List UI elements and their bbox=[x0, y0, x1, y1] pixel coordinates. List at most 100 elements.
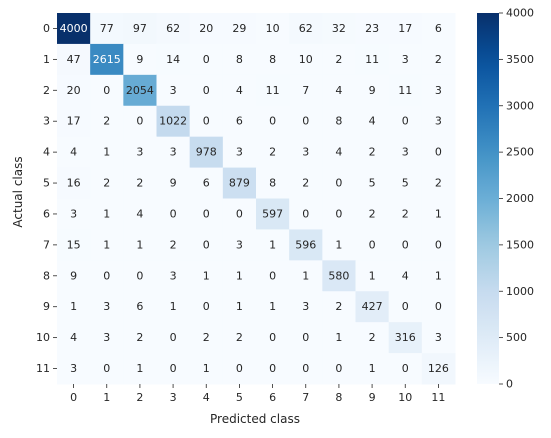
heatmap-cell bbox=[355, 353, 390, 385]
cell-value-label: 2 bbox=[236, 331, 243, 344]
cell-value-label: 4000 bbox=[60, 22, 88, 35]
heatmap-cell bbox=[388, 105, 423, 138]
cell-value-label: 8 bbox=[335, 115, 342, 128]
heatmap-cell bbox=[388, 229, 423, 261]
cell-value-label: 2615 bbox=[93, 53, 121, 66]
heatmap-cell bbox=[322, 136, 356, 169]
cell-value-label: 2 bbox=[302, 177, 309, 190]
cell-value-label: 0 bbox=[402, 300, 409, 313]
cell-value-label: 47 bbox=[67, 53, 81, 66]
heatmap-cell bbox=[421, 43, 456, 76]
cell-value-label: 0 bbox=[302, 207, 309, 220]
cell-value-label: 1 bbox=[269, 300, 276, 313]
heatmap-cell bbox=[90, 136, 124, 169]
cell-value-label: 1 bbox=[435, 207, 442, 220]
heatmap-cell bbox=[388, 198, 423, 230]
cell-value-label: 0 bbox=[269, 269, 276, 282]
cell-value-label: 2 bbox=[369, 146, 376, 159]
heatmap-cell bbox=[156, 74, 191, 107]
colorbar bbox=[477, 13, 499, 384]
y-tick-label: 1 bbox=[43, 53, 50, 66]
y-tick-label: 6 bbox=[43, 207, 50, 220]
cell-value-label: 0 bbox=[170, 207, 177, 220]
heatmap-cell bbox=[256, 167, 290, 199]
cell-value-label: 0 bbox=[203, 300, 210, 313]
cell-value-label: 1 bbox=[236, 300, 243, 313]
cell-value-label: 62 bbox=[166, 22, 180, 35]
colorbar-tick-label: 4000 bbox=[506, 7, 534, 20]
heatmap-cell bbox=[322, 260, 356, 292]
cell-value-label: 0 bbox=[203, 238, 210, 251]
heatmap-cell bbox=[388, 74, 423, 107]
heatmap-cell bbox=[90, 198, 124, 230]
heatmap-cell bbox=[222, 322, 257, 354]
heatmap-cell bbox=[222, 105, 257, 138]
heatmap-cell bbox=[57, 260, 91, 292]
heatmap-cell bbox=[189, 167, 224, 199]
x-tick-label: 2 bbox=[136, 391, 143, 404]
cell-value-label: 9 bbox=[136, 53, 143, 66]
heatmap-cell bbox=[156, 13, 191, 45]
heatmap-cells bbox=[57, 13, 456, 385]
heatmap-cell bbox=[123, 74, 157, 107]
heatmap-cell bbox=[57, 322, 91, 354]
cell-value-label: 4 bbox=[369, 115, 376, 128]
heatmap-cell bbox=[57, 105, 91, 138]
heatmap-cell bbox=[256, 43, 290, 76]
cell-value-label: 879 bbox=[229, 177, 250, 190]
cell-value-label: 9 bbox=[70, 269, 77, 282]
cell-value-label: 32 bbox=[332, 22, 346, 35]
heatmap-cell bbox=[189, 74, 224, 107]
cell-value-label: 978 bbox=[196, 146, 217, 159]
heatmap-cell-labels: 4000 77 97 62 20 29 10 62 32 23 17 647 2615 9 14 0 8 8 10 2… bbox=[60, 22, 449, 375]
heatmap-cell bbox=[256, 353, 290, 385]
heatmap-cell bbox=[189, 13, 224, 45]
heatmap-cell bbox=[355, 260, 390, 292]
y-axis-ticks: 0 1 2 3 4 5 6 7 8 9 10 11 bbox=[36, 22, 57, 375]
y-tick-label: 3 bbox=[43, 115, 50, 128]
y-tick-label: 0 bbox=[43, 22, 50, 35]
heatmap-cell bbox=[156, 198, 191, 230]
cell-value-label: 1 bbox=[136, 238, 143, 251]
cell-value-label: 3 bbox=[435, 115, 442, 128]
heatmap-cell bbox=[421, 229, 456, 261]
heatmap-cell bbox=[123, 105, 157, 138]
cell-value-label: 3 bbox=[136, 146, 143, 159]
cell-value-label: 3 bbox=[402, 53, 409, 66]
heatmap-cell bbox=[222, 229, 257, 261]
cell-value-label: 0 bbox=[170, 362, 177, 375]
heatmap-cell bbox=[289, 43, 323, 76]
x-tick-label: 0 bbox=[70, 391, 77, 404]
cell-value-label: 0 bbox=[435, 146, 442, 159]
heatmap-cell bbox=[156, 105, 191, 138]
heatmap-cell bbox=[156, 353, 191, 385]
cell-value-label: 1 bbox=[335, 331, 342, 344]
heatmap-cell bbox=[289, 229, 323, 261]
cell-value-label: 8 bbox=[236, 53, 243, 66]
cell-value-label: 3 bbox=[70, 362, 77, 375]
heatmap-cell bbox=[156, 229, 191, 261]
heatmap-cell bbox=[289, 322, 323, 354]
heatmap-cell bbox=[156, 136, 191, 169]
cell-value-label: 2 bbox=[369, 331, 376, 344]
cell-value-label: 0 bbox=[402, 115, 409, 128]
cell-value-label: 1 bbox=[236, 269, 243, 282]
cell-value-label: 1 bbox=[369, 269, 376, 282]
colorbar-tick-label: 3000 bbox=[506, 99, 534, 112]
colorbar-tick-label: 3500 bbox=[506, 53, 534, 66]
cell-value-label: 0 bbox=[302, 331, 309, 344]
heatmap-cell bbox=[322, 13, 356, 45]
heatmap-cell bbox=[57, 167, 91, 199]
cell-value-label: 0 bbox=[369, 238, 376, 251]
cell-value-label: 2 bbox=[335, 53, 342, 66]
heatmap-cell bbox=[322, 167, 356, 199]
cell-value-label: 0 bbox=[435, 300, 442, 313]
x-tick-label: 3 bbox=[170, 391, 177, 404]
cell-value-label: 2 bbox=[203, 331, 210, 344]
cell-value-label: 0 bbox=[236, 207, 243, 220]
heatmap-cell bbox=[388, 353, 423, 385]
cell-value-label: 0 bbox=[203, 53, 210, 66]
heatmap-cell bbox=[355, 105, 390, 138]
heatmap-cell bbox=[222, 43, 257, 76]
heatmap-cell bbox=[123, 353, 157, 385]
